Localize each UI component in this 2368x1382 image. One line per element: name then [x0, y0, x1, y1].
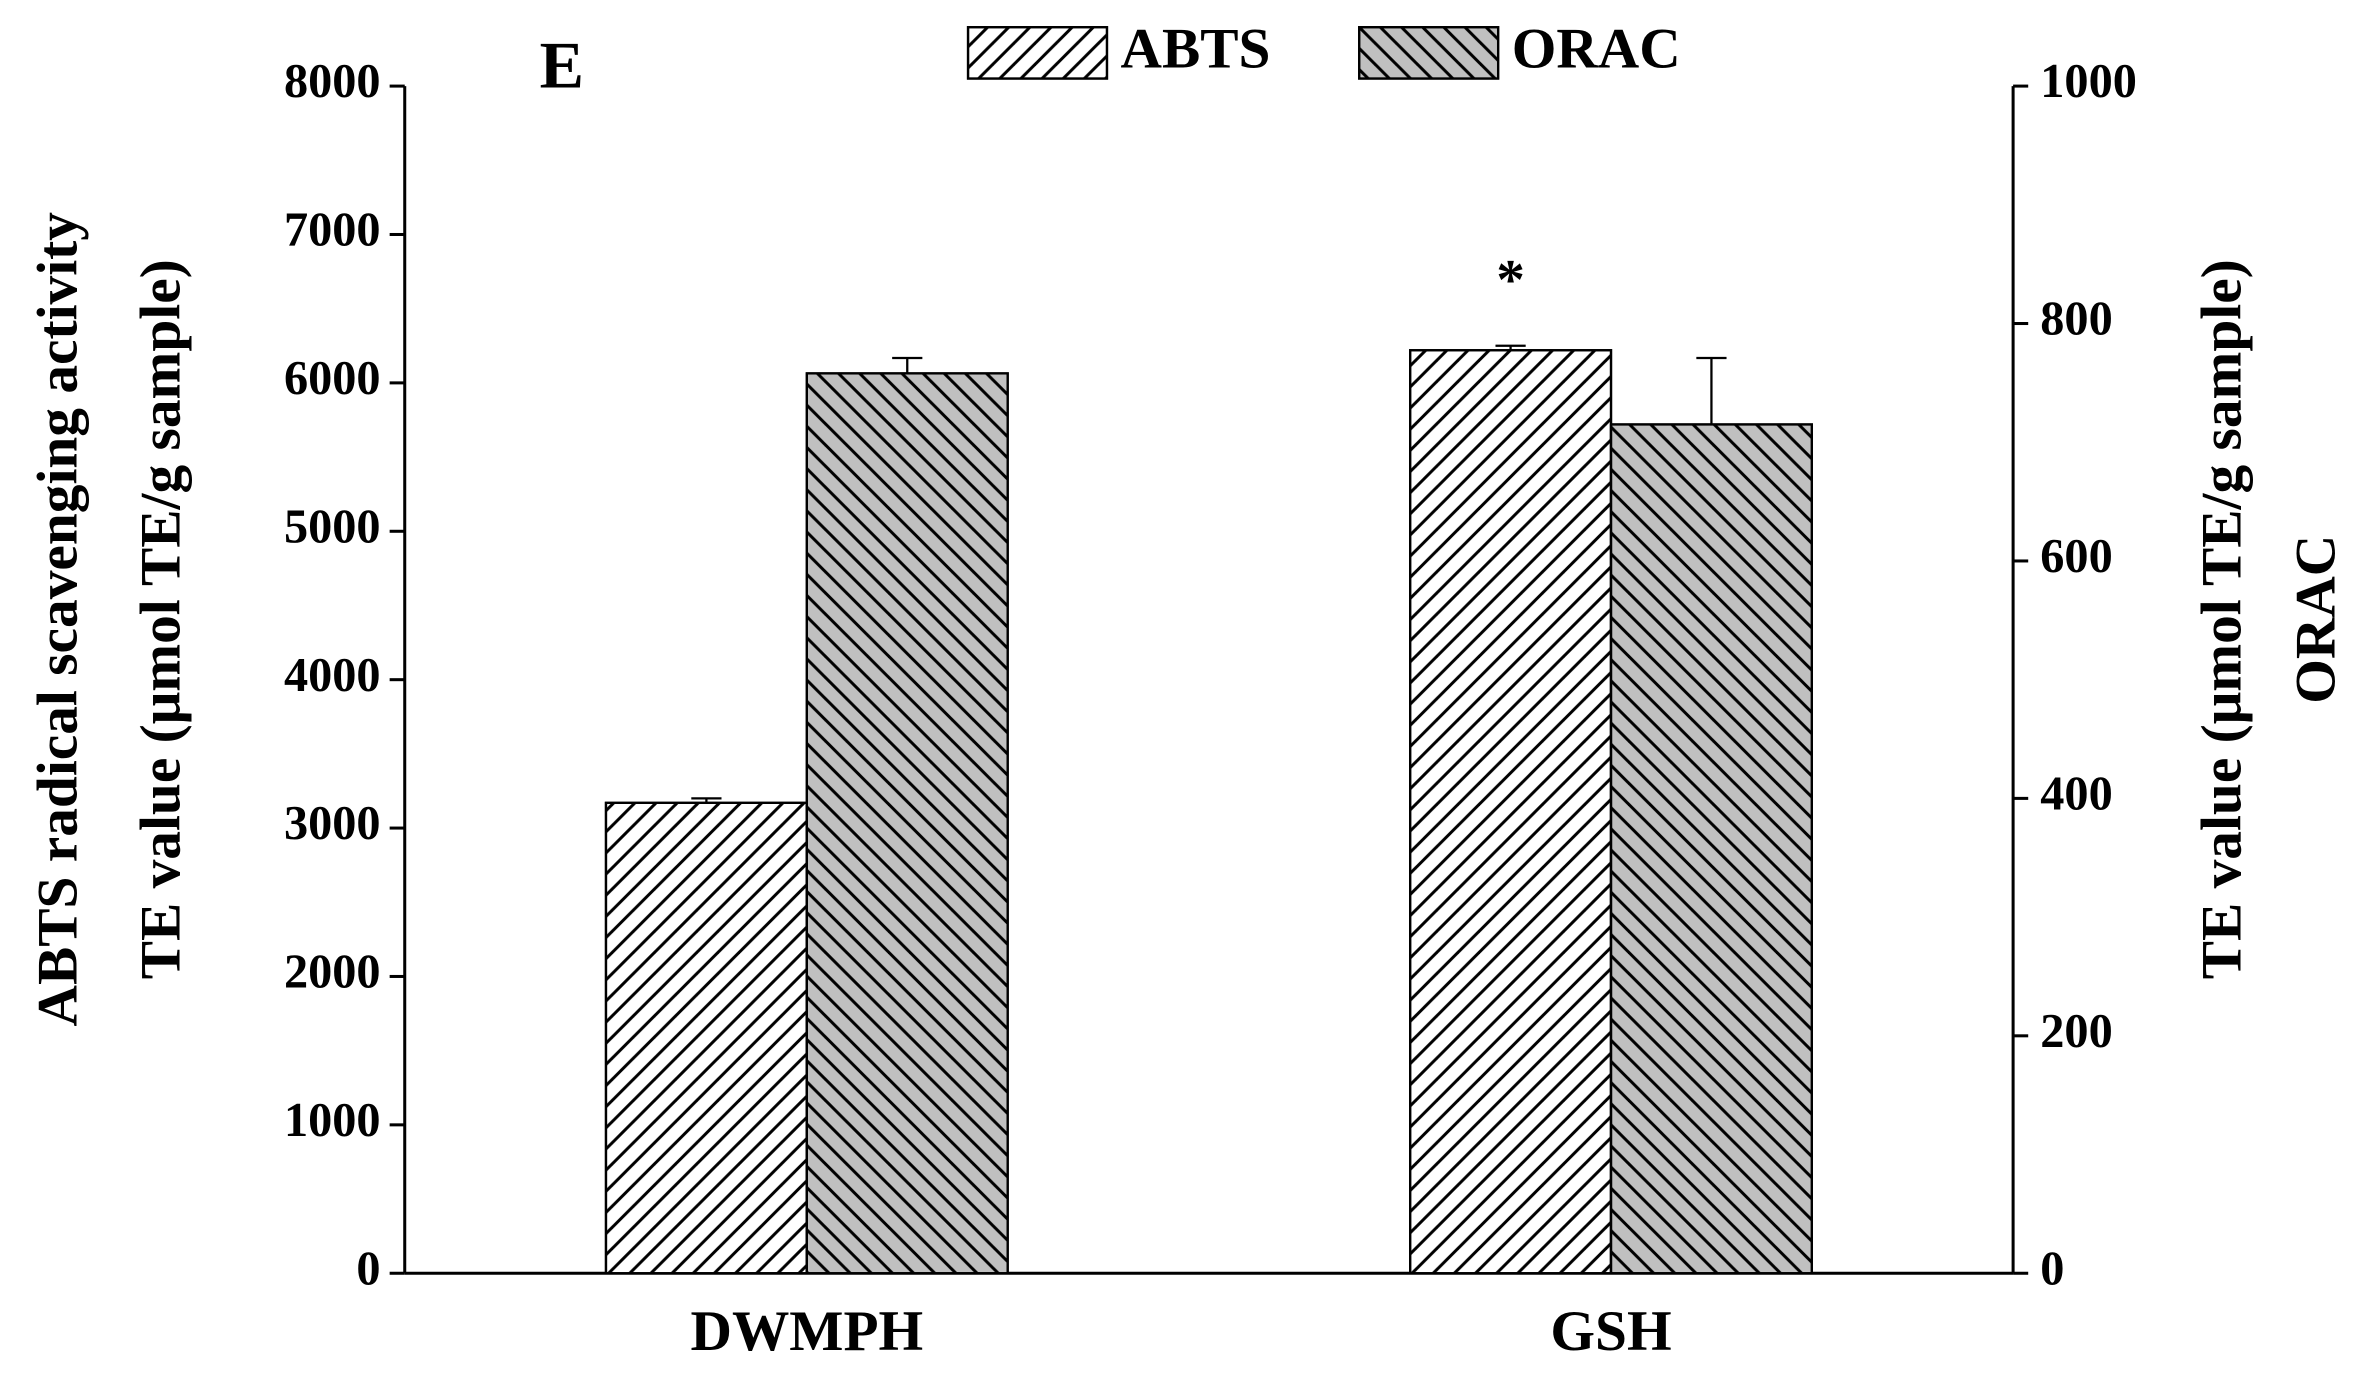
y2-axis-label: ORAC: [2284, 535, 2347, 704]
bar-hatch: [1609, 423, 1813, 1275]
y-tick-label: 8000: [284, 55, 381, 108]
legend-label: ORAC: [1512, 18, 1681, 81]
error-bar: [1696, 356, 1727, 425]
y-tick-label: 0: [356, 1242, 380, 1295]
y-tick-label: 2000: [284, 946, 381, 999]
y2-tick-label: 0: [2040, 1242, 2064, 1295]
panel-label: E: [540, 30, 584, 103]
y-tick-label: 5000: [284, 500, 381, 553]
y2-tick-label: 1000: [2040, 55, 2137, 108]
y2-tick-label: 200: [2040, 1005, 2112, 1058]
y-tick-label: 6000: [284, 352, 381, 405]
bar-hatch: [1409, 349, 1613, 1275]
error-bar: [892, 356, 923, 374]
error-bar: [691, 797, 722, 803]
y2-tick-label: 800: [2040, 293, 2112, 346]
y-axis-label: ABTS radical scavenging activity: [27, 212, 90, 1027]
y2-tick-label: 400: [2040, 767, 2112, 820]
y-axis-label: TE value (μmol TE/g sample): [129, 259, 192, 979]
annotation: *: [1496, 249, 1525, 312]
bar-hatch: [604, 801, 808, 1275]
x-tick-label: GSH: [1550, 1300, 1671, 1363]
x-tick-label: DWMPH: [691, 1300, 924, 1363]
legend-swatch-hatch: [1358, 26, 1500, 80]
bar-hatch: [805, 372, 1009, 1275]
legend-swatch-hatch: [966, 26, 1109, 80]
y-tick-label: 3000: [284, 797, 381, 850]
y-tick-label: 4000: [284, 649, 381, 702]
legend-label: ABTS: [1121, 18, 1271, 81]
y-tick-label: 1000: [284, 1094, 381, 1147]
error-bar: [1495, 344, 1526, 351]
y2-axis-label: TE value (μmol TE/g sample): [2191, 259, 2254, 979]
y-tick-label: 7000: [284, 204, 381, 257]
y2-tick-label: 600: [2040, 530, 2112, 583]
